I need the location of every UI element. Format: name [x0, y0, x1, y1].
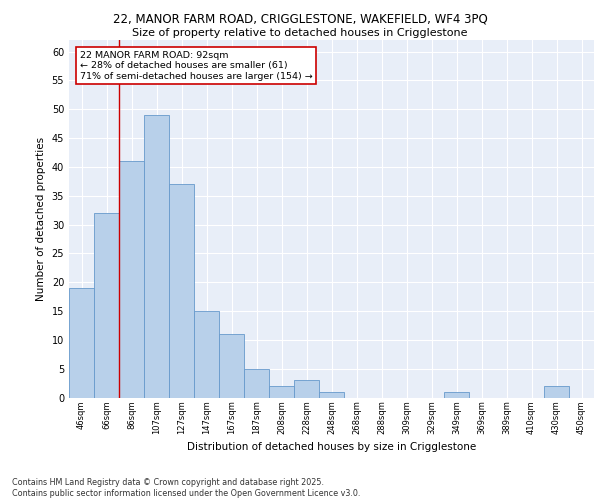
Bar	[144, 115, 169, 398]
Text: Size of property relative to detached houses in Crigglestone: Size of property relative to detached ho…	[132, 28, 468, 38]
Bar	[244, 368, 269, 398]
Bar	[169, 184, 194, 398]
Bar	[269, 386, 294, 398]
Bar	[194, 311, 219, 398]
Bar	[119, 161, 144, 398]
Bar	[294, 380, 319, 398]
Text: 22, MANOR FARM ROAD, CRIGGLESTONE, WAKEFIELD, WF4 3PQ: 22, MANOR FARM ROAD, CRIGGLESTONE, WAKEF…	[113, 12, 487, 26]
Bar	[319, 392, 344, 398]
Text: 22 MANOR FARM ROAD: 92sqm
← 28% of detached houses are smaller (61)
71% of semi-: 22 MANOR FARM ROAD: 92sqm ← 28% of detac…	[79, 50, 312, 80]
Bar	[94, 213, 119, 398]
Text: Contains HM Land Registry data © Crown copyright and database right 2025.
Contai: Contains HM Land Registry data © Crown c…	[12, 478, 361, 498]
Bar	[444, 392, 469, 398]
Bar	[69, 288, 94, 398]
Bar	[544, 386, 569, 398]
Y-axis label: Number of detached properties: Number of detached properties	[36, 136, 46, 301]
Bar	[219, 334, 244, 398]
X-axis label: Distribution of detached houses by size in Crigglestone: Distribution of detached houses by size …	[187, 442, 476, 452]
